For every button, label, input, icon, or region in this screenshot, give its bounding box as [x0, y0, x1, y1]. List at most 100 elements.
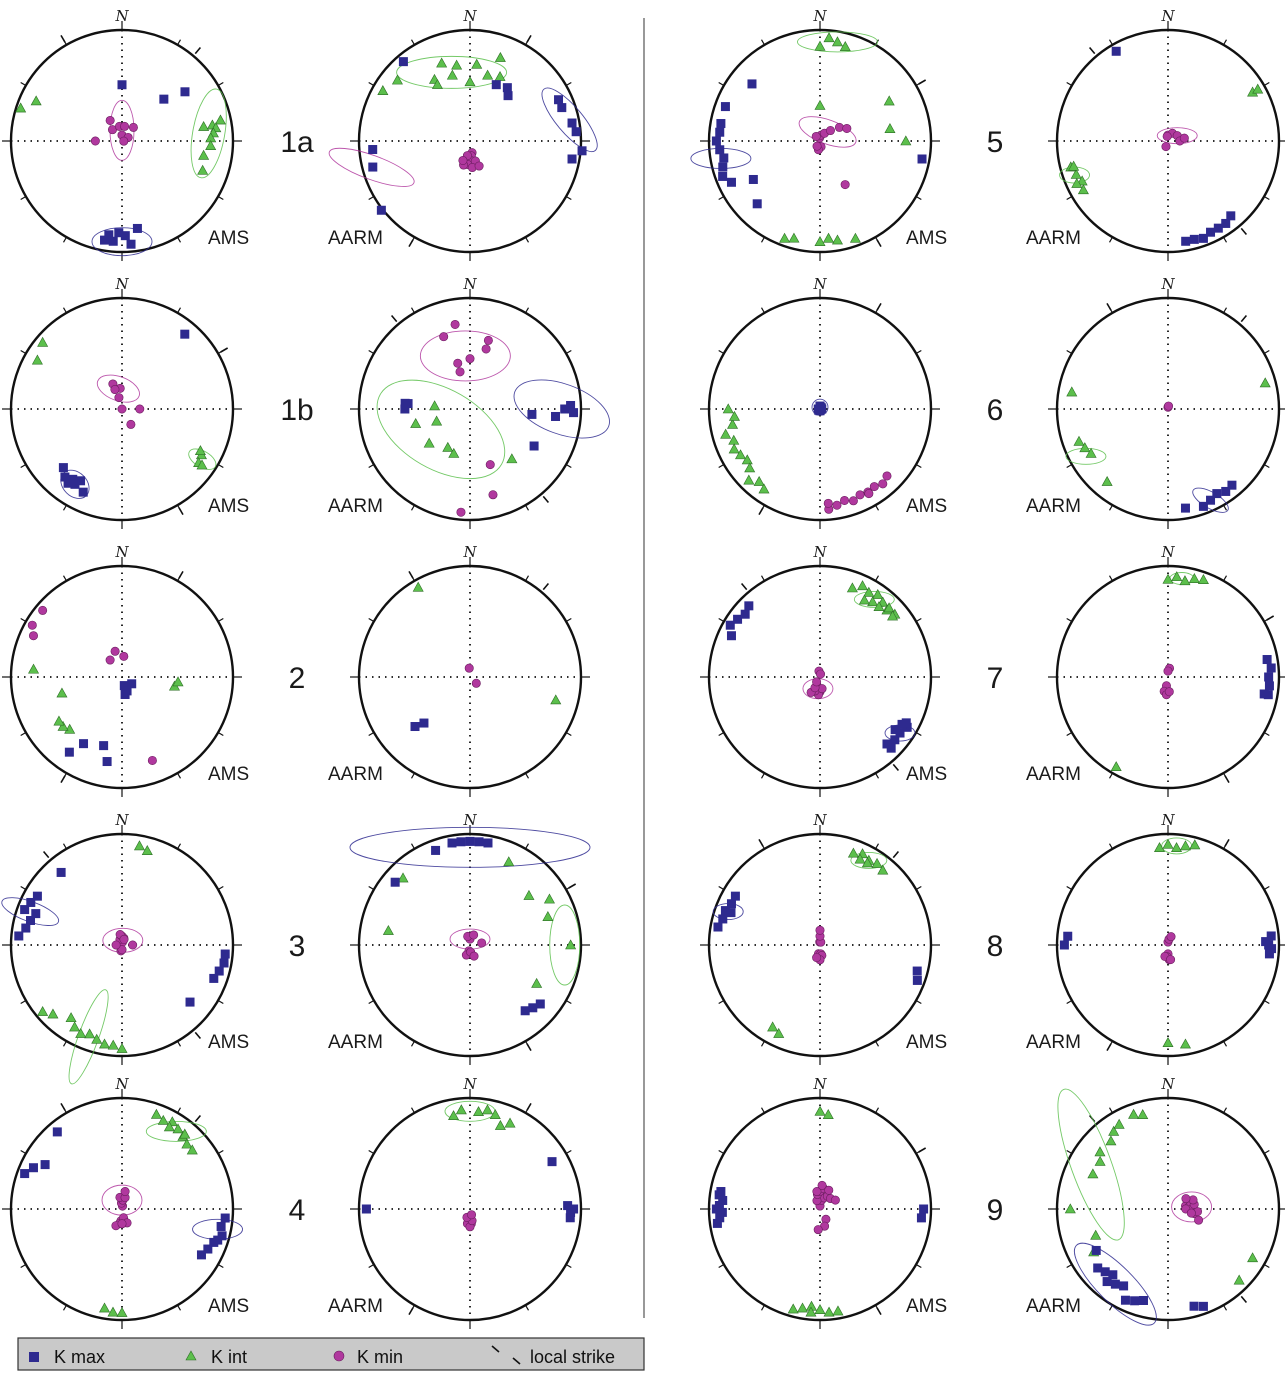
kint-point	[729, 435, 739, 444]
perimeter-tick	[1110, 576, 1113, 581]
site-1b: N AMS N AARM 1b	[2, 275, 617, 529]
aarm-plot-label: AARM	[328, 228, 383, 249]
perimeter-tick	[412, 40, 415, 45]
kint-point	[392, 75, 402, 84]
kmax-point	[503, 83, 512, 92]
kmin-point	[812, 678, 820, 686]
kmax-point	[31, 909, 40, 918]
perimeter-tick	[1067, 619, 1072, 622]
site-label: 4	[289, 1194, 306, 1227]
perimeter-tick	[1224, 1108, 1227, 1113]
perimeter-tick	[876, 1108, 879, 1113]
kint-point	[507, 454, 517, 463]
perimeter-tick	[178, 40, 181, 45]
local-strike-mark	[1241, 316, 1246, 322]
kmin-point	[112, 941, 120, 949]
kint-point	[1234, 1275, 1244, 1284]
kint-point	[815, 100, 825, 109]
kint-point	[456, 1105, 466, 1114]
kmax-point	[731, 892, 740, 901]
kint-point	[199, 150, 209, 159]
kint-point	[824, 33, 834, 42]
kmax-point	[902, 718, 911, 727]
kmin-point	[121, 1187, 129, 1195]
site-label: 6	[987, 394, 1004, 427]
aarm-plot-label: AARM	[1026, 764, 1081, 785]
perimeter-tick	[762, 576, 765, 581]
ams-stereonet: N AMS	[2, 543, 249, 797]
perimeter-tick	[762, 773, 765, 778]
kmax-point	[21, 924, 30, 933]
kmin-point	[1164, 667, 1172, 675]
kint-point	[544, 894, 554, 903]
kmin-point	[1167, 932, 1175, 940]
perimeter-tick	[876, 505, 879, 510]
perimeter-tick	[1264, 465, 1269, 468]
perimeter-tick	[876, 844, 879, 849]
kmin-point	[148, 756, 156, 764]
kmax-point	[1103, 1277, 1112, 1286]
legend-kmax-symbol	[29, 1352, 39, 1362]
ams-plot-label: AMS	[906, 496, 947, 517]
kint-point	[884, 96, 894, 105]
kint-point	[723, 404, 733, 413]
kmax-point	[456, 837, 465, 846]
kint-point	[1114, 1119, 1124, 1128]
perimeter-tick	[21, 351, 26, 354]
kmin-point	[865, 489, 873, 497]
kint-point	[32, 355, 42, 364]
ams-stereonet: N AMS	[691, 7, 947, 261]
perimeter-tick	[369, 733, 374, 736]
kmin-point	[812, 953, 820, 961]
perimeter-tick	[64, 576, 67, 581]
kmax-point	[362, 1205, 371, 1214]
perimeter-tick	[1264, 351, 1269, 354]
kint-point	[199, 122, 209, 131]
kint-point	[483, 70, 493, 79]
kmax-point	[726, 908, 735, 917]
kmax-point	[554, 95, 563, 104]
local-strike-mark	[1225, 776, 1229, 783]
kmax-point	[209, 974, 218, 983]
site-label: 1b	[280, 394, 313, 427]
kmax-point	[1139, 1296, 1148, 1305]
kmin-confidence-ellipse	[420, 331, 510, 381]
kmax-point	[492, 80, 501, 89]
kmax-point	[1181, 504, 1190, 513]
kmin-point	[831, 1196, 839, 1204]
kmax-point	[578, 146, 587, 155]
kint-point	[411, 419, 421, 428]
kint-point	[472, 59, 482, 68]
kint-point	[1172, 572, 1182, 581]
kint-point	[151, 1109, 161, 1118]
kmin-point	[128, 941, 136, 949]
local-strike-mark	[195, 1116, 200, 1122]
perimeter-tick	[719, 83, 724, 86]
perimeter-tick	[762, 237, 765, 242]
perimeter-tick	[369, 1151, 374, 1154]
kint-point	[117, 1044, 127, 1053]
north-label: N	[1160, 543, 1175, 561]
perimeter-tick	[916, 465, 921, 468]
perimeter-tick	[218, 1151, 223, 1154]
site-8: NAMSNAARM8	[700, 811, 1285, 1065]
north-label: N	[114, 7, 129, 25]
kmax-point	[913, 976, 922, 985]
aarm-stereonet: N AARM	[1026, 275, 1285, 529]
north-label: N	[462, 275, 477, 293]
kmin-point	[28, 621, 36, 629]
perimeter-tick	[719, 619, 724, 622]
local-strike-mark	[527, 35, 531, 42]
kmax-point	[718, 163, 727, 172]
local-strike-mark	[759, 839, 763, 846]
kmin-point	[465, 664, 473, 672]
kmax-point	[814, 406, 823, 415]
north-label: N	[1160, 275, 1175, 293]
perimeter-tick	[566, 465, 571, 468]
kmax-point	[715, 145, 724, 154]
local-strike-mark	[893, 764, 898, 770]
ams-stereonet: N AMS	[700, 811, 947, 1065]
perimeter-tick	[369, 1265, 374, 1268]
perimeter-tick	[218, 1001, 223, 1004]
ams-plot-label: AMS	[208, 1296, 249, 1317]
